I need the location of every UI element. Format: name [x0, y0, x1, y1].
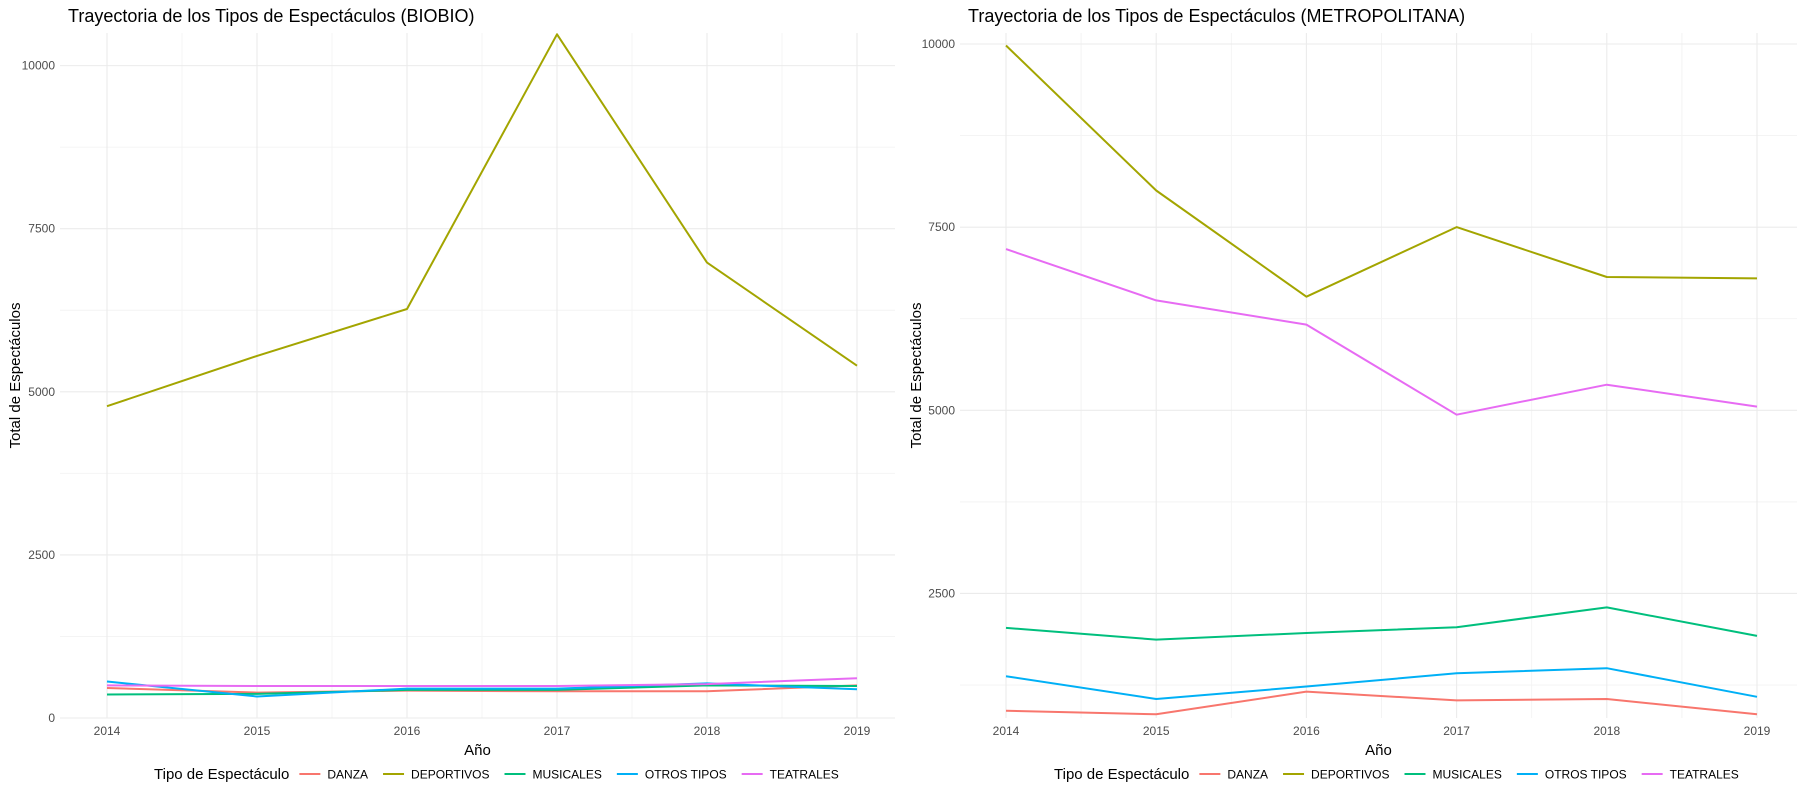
legend-label: DEPORTIVOS [1311, 768, 1389, 782]
legend-label: DANZA [327, 768, 368, 782]
legend-title: Tipo de Espectáculo [1054, 766, 1189, 783]
legend-item: MUSICALES [504, 768, 602, 782]
legend-label: OTROS TIPOS [645, 768, 727, 782]
legend-label: DEPORTIVOS [411, 768, 489, 782]
x-tick-label: 2014 [94, 724, 121, 738]
series-line-deportivos [1005, 44, 1758, 298]
chart-panel-2: 2500 5000 7500 10000 2014 2015 2016 2017 2018 201… [908, 6, 1797, 783]
legend-label: DANZA [1227, 768, 1268, 782]
x-tick-label: 2019 [1744, 724, 1771, 738]
legend-item: OTROS TIPOS [616, 768, 727, 782]
legend-item: OTROS TIPOS [1516, 768, 1627, 782]
legend-label: TEATRALES [1670, 768, 1739, 782]
y-tick-label: 10000 [22, 59, 56, 73]
y-tick-label: 5000 [928, 403, 955, 417]
x-tick-label: 2016 [1293, 724, 1320, 738]
legend: Tipo de Espectáculo DANZA DEPORTIVOS MUSICA… [1054, 766, 1739, 783]
x-tick-label: 2019 [844, 724, 871, 738]
y-tick-label: 2500 [28, 548, 55, 562]
chart-panel-1: 0 2500 5000 7500 10000 2014 2015 2016 2017 2018 20… [7, 6, 895, 783]
x-axis-title: Año [464, 742, 491, 759]
legend-item: DANZA [299, 768, 368, 782]
series-line-otros-tipos [106, 680, 858, 698]
legend-item: DANZA [1199, 768, 1268, 782]
series-line-teatrales [106, 677, 858, 687]
legend-label: MUSICALES [1433, 768, 1502, 782]
chart-title: Trayectoria de los Tipos de Espectáculos… [968, 6, 1465, 26]
x-tick-label: 2017 [1443, 724, 1470, 738]
legend-item: DEPORTIVOS [383, 768, 490, 782]
legend-label: OTROS TIPOS [1545, 768, 1627, 782]
series-line-deportivos [106, 33, 858, 408]
legend-title: Tipo de Espectáculo [154, 766, 289, 783]
y-tick-label: 10000 [922, 37, 956, 51]
x-tick-label: 2014 [993, 724, 1020, 738]
series-line-danza [106, 684, 858, 694]
x-tick-label: 2015 [244, 724, 271, 738]
y-tick-label: 5000 [28, 385, 55, 399]
series-line-danza [1005, 690, 1758, 716]
legend-item: TEATRALES [741, 768, 839, 782]
y-axis-title: Total de Espectáculos [7, 303, 24, 449]
series-line-musicales [1005, 606, 1758, 641]
legend-label: MUSICALES [533, 768, 602, 782]
x-tick-label: 2017 [544, 724, 571, 738]
legend-item: MUSICALES [1404, 768, 1502, 782]
x-axis-title: Año [1365, 742, 1392, 759]
x-tick-label: 2018 [694, 724, 721, 738]
legend-item: DEPORTIVOS [1283, 768, 1390, 782]
x-tick-label: 2016 [394, 724, 421, 738]
y-tick-label: 7500 [28, 222, 55, 236]
series-line-teatrales [1005, 248, 1758, 416]
legend-item: TEATRALES [1641, 768, 1739, 782]
y-axis-title: Total de Espectáculos [908, 303, 925, 449]
legend: Tipo de Espectáculo DANZA DEPORTIVOS MUSICA… [154, 766, 839, 783]
x-tick-label: 2018 [1593, 724, 1620, 738]
series-line-otros-tipos [1005, 667, 1758, 700]
y-tick-label: 2500 [928, 586, 955, 600]
y-tick-label: 0 [48, 711, 55, 725]
y-tick-label: 7500 [928, 220, 955, 234]
x-tick-label: 2015 [1143, 724, 1170, 738]
chart-title: Trayectoria de los Tipos de Espectáculos… [68, 6, 475, 26]
legend-label: TEATRALES [770, 768, 839, 782]
